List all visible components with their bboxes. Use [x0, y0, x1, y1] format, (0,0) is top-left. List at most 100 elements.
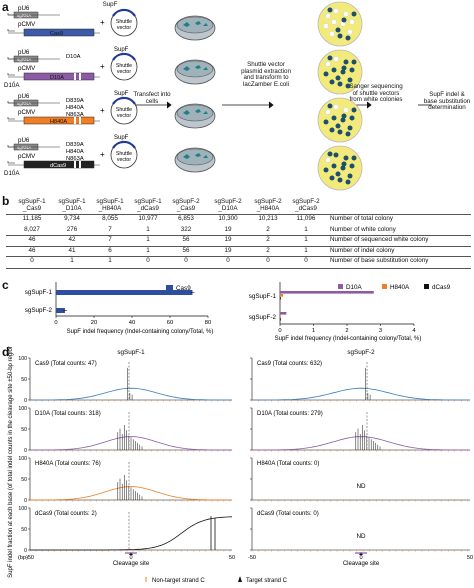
distribution-curve	[30, 516, 233, 551]
table-cell: 8,027	[24, 225, 40, 233]
colony-table: sgSupF-1 _Cas9 sgSupF-1 _D10A sgSupF-1 _H8…	[0, 196, 474, 274]
distribution-curve	[252, 436, 470, 451]
category-label: sgSupF-1	[25, 289, 53, 296]
x-tick-label: 0	[359, 555, 362, 561]
svg-text:H840A: H840A	[66, 149, 84, 155]
protein-label: D10A	[50, 75, 64, 81]
table-cell: 0	[146, 257, 150, 264]
supf-label: SupF	[114, 135, 129, 141]
promoter-u6-label: pU6	[18, 93, 30, 100]
nd-label: ND	[356, 483, 366, 490]
table-cell: 0	[304, 257, 308, 264]
step-transfect: Transfect into cells	[133, 91, 171, 105]
table-cell: 0	[30, 257, 34, 264]
table-cell: 46	[28, 246, 36, 254]
table-cell: 19	[224, 236, 232, 243]
agar-plate	[317, 49, 363, 95]
x-tick-label: -50	[248, 555, 256, 561]
step-sequencing: Sanger sequencing of shuttle vectors fro…	[349, 83, 403, 103]
table-column-header: sgSupF-1 _D10A	[58, 198, 86, 212]
table-cell: 1	[70, 257, 74, 264]
panel-letter-c: c	[2, 278, 9, 292]
svg-text:sgRNA: sgRNA	[17, 145, 31, 150]
y-tick-label: 0	[24, 498, 27, 504]
table-row-label: Number of indel colony	[330, 246, 395, 254]
culture-dishes	[174, 15, 216, 173]
supf-label: SupF	[114, 47, 129, 53]
table-cell: 1	[146, 225, 150, 233]
distribution-panel: 100 50 0 Cas9 (Total counts: 47)	[18, 356, 232, 404]
distribution-panel: Cas9 (Total counts: 632)	[250, 357, 470, 402]
y-tick-label: 50	[21, 427, 27, 433]
distribution-curve	[252, 387, 470, 401]
svg-text:H840A: H840A	[66, 105, 84, 111]
panel-title: H840A (Total counts: 76)	[35, 461, 101, 467]
agar-plate	[317, 145, 363, 191]
x-tick-label: -50	[26, 555, 34, 561]
svg-text:N863A: N863A	[66, 156, 84, 162]
table-cell: 11,185	[22, 215, 42, 222]
table-cell: 1	[304, 225, 308, 233]
indel-frequency-chart-variants: sgSupF-1 sgSupF-2 0 1 2 3 4 SupF indel frequenc…	[249, 282, 451, 342]
y-axis-label: SupF indel fraction at each base (of tot…	[8, 346, 14, 578]
table-column-header: sgSupF-1 _dCas9	[134, 198, 162, 212]
table-cell: 1	[304, 246, 308, 254]
category-label: sgSupF-2	[249, 314, 277, 321]
table-cell: 6,853	[178, 215, 194, 222]
category-label: sgSupF-1	[249, 293, 277, 300]
x-tick-label: 50	[467, 555, 473, 561]
promoter-u6-label: pU6	[18, 49, 30, 56]
table-column-header: sgSupF-1 _Cas9	[18, 198, 46, 212]
bar-d10a	[280, 312, 287, 315]
legend-swatch	[382, 284, 387, 289]
x-tick-label: 4	[412, 328, 416, 334]
svg-text:Shuttle: Shuttle	[116, 63, 132, 69]
panel-letter-a: a	[2, 0, 9, 14]
table-cell: 0	[266, 257, 270, 264]
supf-label: SupF	[114, 91, 129, 97]
x-axis-label: SupF indel frequency (Indel-containing c…	[275, 336, 422, 342]
legend-label: H840A	[390, 284, 410, 291]
y-tick-label: 100	[18, 506, 27, 512]
step-extraction: Shuttle vector plasmid extraction and tr…	[241, 61, 291, 88]
y-tick-label: 100	[18, 356, 27, 362]
table-cell: 19	[224, 225, 232, 233]
table-cell: 7	[108, 225, 112, 233]
bar-h840a	[280, 294, 284, 297]
agar-plate	[317, 1, 363, 47]
table-column-header: sgSupF-2 _H840A	[254, 198, 282, 212]
svg-text:sgRNA: sgRNA	[17, 13, 31, 18]
panel-letter-d: d	[2, 345, 10, 359]
site-label: sgSupF-1	[117, 349, 145, 356]
legend-swatch	[424, 284, 429, 289]
svg-text:Shuttle: Shuttle	[116, 107, 132, 113]
table-column-header: sgSupF-2 _D10A	[214, 198, 242, 212]
y-tick-label: 50	[21, 527, 27, 533]
d10a-mutation-label: D10A	[4, 170, 20, 177]
table-cell: 2	[266, 236, 270, 243]
cleavage-site-label: Cleavage site	[113, 561, 150, 567]
svg-text:+: +	[100, 106, 105, 115]
table-row-label: Number of base substitution colony	[330, 257, 429, 264]
promoter-u6-label: pU6	[18, 137, 30, 144]
table-cell: 6	[108, 246, 112, 254]
protein-label: dCas9	[50, 163, 66, 169]
x-tick-label: 20	[91, 320, 97, 326]
bar-cas9	[56, 290, 193, 295]
table-cell: 2	[266, 225, 270, 233]
legend-swatch	[338, 284, 343, 289]
promoter-cmv-label: pCMV	[18, 109, 36, 116]
legend-swatch	[166, 285, 173, 290]
x-tick-label: 40	[129, 320, 135, 326]
table-cell: 0	[226, 257, 230, 264]
promoter-cmv-label: pCMV	[18, 65, 36, 72]
y-tick-label: 50	[21, 377, 27, 383]
bar-d10a	[280, 291, 374, 294]
table-cell: 42	[68, 236, 76, 243]
table-cell: 46	[28, 236, 36, 243]
svg-text:sgRNA: sgRNA	[17, 57, 31, 62]
